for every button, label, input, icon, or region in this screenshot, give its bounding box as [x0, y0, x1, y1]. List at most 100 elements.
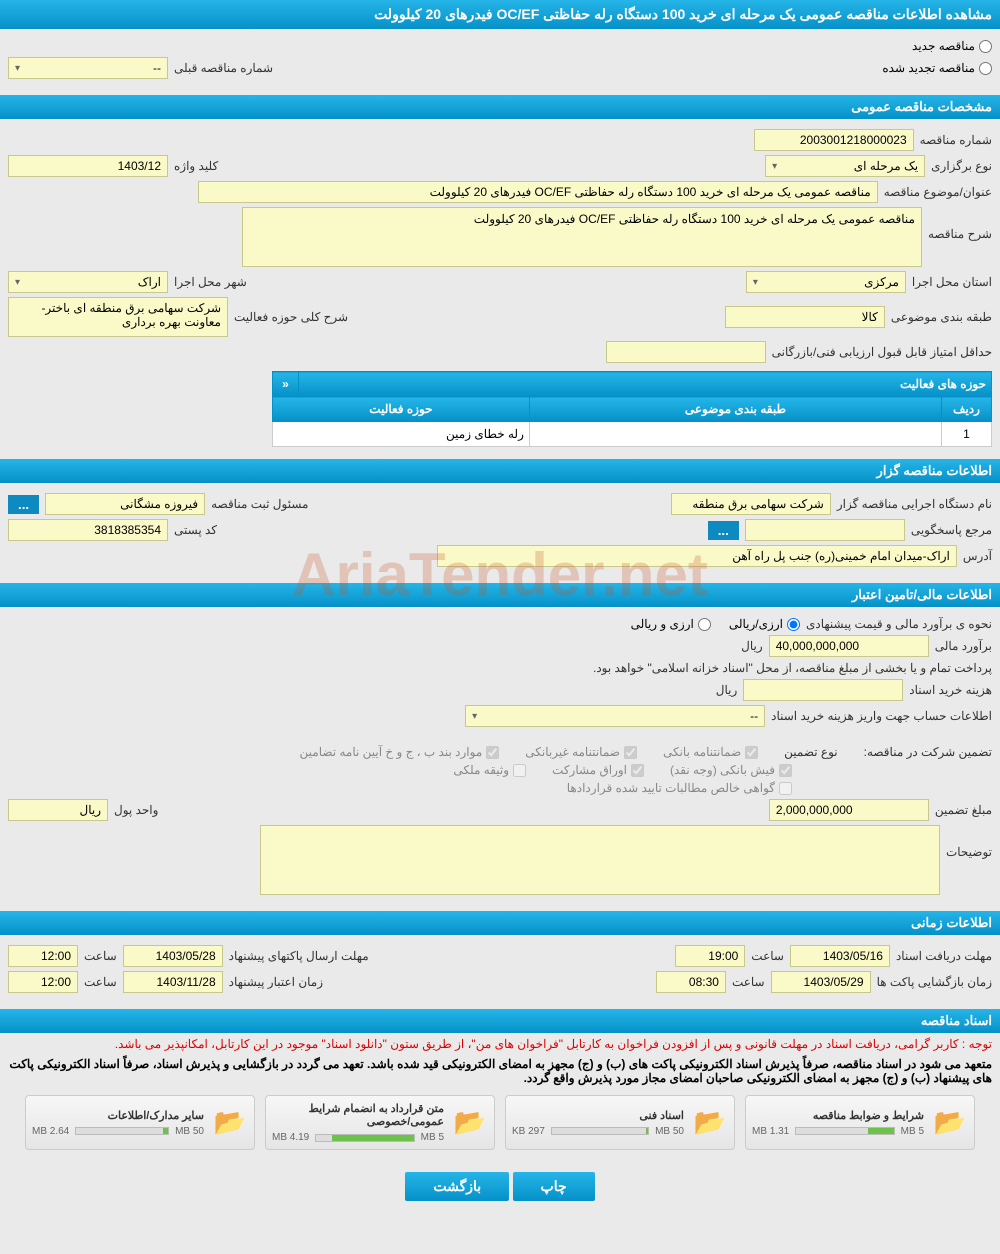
radio-rial[interactable]: ارزی/ریالی [729, 617, 800, 631]
doc-title: سایر مدارک/اطلاعات [32, 1109, 204, 1122]
org-field: شرکت سهامی برق منطقه [671, 493, 831, 515]
reg-more-button[interactable]: ... [8, 495, 39, 514]
amount-label: برآورد مالی [935, 639, 992, 653]
chevron-down-icon: ▾ [753, 277, 758, 288]
doc-card[interactable]: 📂اسناد فنی50 MB297 KB [505, 1095, 735, 1150]
resp-more-button[interactable]: ... [708, 521, 739, 540]
postal-label: کد پستی [174, 523, 217, 537]
chevron-down-icon: ▾ [15, 277, 20, 288]
key-field: 1403/12 [8, 155, 168, 177]
chk-bank-guarantee[interactable]: ضمانتنامه بانکی [663, 745, 758, 759]
est-label: نحوه ی برآورد مالی و قیمت پیشنهادی [806, 617, 992, 631]
amount-field: 40,000,000,000 [769, 635, 929, 657]
addr-label: آدرس [963, 549, 992, 563]
prev-number-label: شماره مناقصه قبلی [174, 61, 273, 75]
resp-label: مرجع پاسخگویی [911, 523, 992, 537]
doc-size: 2.64 MB [32, 1126, 69, 1137]
chk-nonbank-guarantee[interactable]: ضمانتنامه غیربانکی [525, 745, 637, 759]
time-label: ساعت [84, 949, 117, 963]
valid-label: زمان اعتبار پیشنهاد [229, 975, 323, 989]
acct-label: اطلاعات حساب جهت واریز هزینه خرید اسناد [771, 709, 992, 723]
desc-label: شرح مناقصه [928, 207, 992, 241]
print-button[interactable]: چاپ [513, 1172, 595, 1201]
page-title: مشاهده اطلاعات مناقصه عمومی یک مرحله ای … [0, 0, 1000, 29]
doc-cost-field [743, 679, 903, 701]
progress-fill [868, 1128, 893, 1134]
unit-label: واحد پول [114, 803, 158, 817]
type-select[interactable]: یک مرحله ای▾ [765, 155, 925, 177]
doc-title: متن قرارداد به انضمام شرایط عمومی/خصوصی [272, 1102, 444, 1128]
valid-date: 1403/11/28 [123, 971, 223, 993]
table-row: 1 رله خطای زمین [273, 422, 992, 447]
reg-label: مسئول ثبت مناقصه [211, 497, 308, 511]
doc-deadline-label: مهلت دریافت اسناد [896, 949, 992, 963]
doc-size: 1.31 MB [752, 1126, 789, 1137]
subject-label: عنوان/موضوع مناقصه [884, 185, 992, 199]
guar-amt-field: 2,000,000,000 [769, 799, 929, 821]
doc-cap: 5 MB [901, 1126, 924, 1137]
chk-regulation-items[interactable]: موارد بند ب ، ج و خ آیین نامه تضامین [300, 745, 500, 759]
doc-deadline-time: 19:00 [675, 945, 745, 967]
doc-cost-label: هزینه خرید اسناد [909, 683, 992, 697]
col-category: طبقه بندی موضوعی [529, 397, 941, 422]
doc-cap: 5 MB [421, 1132, 444, 1143]
guar-amt-label: مبلغ تضمین [935, 803, 992, 817]
chevron-down-icon: ▾ [15, 63, 20, 74]
doc-note-red: توجه : کاربر گرامی، دریافت اسناد در مهلت… [0, 1033, 1000, 1055]
resp-field [745, 519, 905, 541]
guar-type-label: نوع تضمین [784, 745, 837, 759]
radio-new-tender[interactable]: مناقصه جدید [912, 39, 992, 53]
folder-icon: 📂 [692, 1105, 728, 1141]
radio-new-label: مناقصه جدید [912, 39, 975, 53]
doc-card[interactable]: 📂سایر مدارک/اطلاعات50 MB2.64 MB [25, 1095, 255, 1150]
section-general: مشخصات مناقصه عمومی [0, 95, 1000, 119]
notes-field [260, 825, 940, 895]
progress-fill [646, 1128, 648, 1134]
subject-field: مناقصه عمومی یک مرحله ای خرید 100 دستگاه… [198, 181, 878, 203]
doc-size: 4.19 MB [272, 1132, 309, 1143]
col-row: ردیف [942, 397, 992, 422]
city-select[interactable]: اراک▾ [8, 271, 168, 293]
rial-label-2: ریال [716, 683, 738, 697]
back-button[interactable]: بازگشت [405, 1172, 509, 1201]
category-label: طبقه بندی موضوعی [891, 310, 992, 324]
time-label: ساعت [751, 949, 784, 963]
desc-field: مناقصه عمومی یک مرحله ای خرید 100 دستگاه… [242, 207, 922, 267]
radio-both[interactable]: ارزی و ریالی [631, 617, 711, 631]
chk-collateral[interactable]: وثیقه ملکی [453, 763, 526, 777]
section-timing: اطلاعات زمانی [0, 911, 1000, 935]
key-label: کلید واژه [174, 159, 218, 173]
tender-no-label: شماره مناقصه [920, 133, 992, 147]
open-date: 1403/05/29 [771, 971, 871, 993]
doc-cap: 50 MB [655, 1126, 684, 1137]
col-activity: حوزه فعالیت [273, 397, 530, 422]
chk-cash[interactable]: فیش بانکی (وجه نقد) [670, 763, 792, 777]
section-organizer: اطلاعات مناقصه گزار [0, 459, 1000, 483]
addr-field: اراک-میدان امام خمینی(ره) جنب پل راه آهن [437, 545, 957, 567]
table-corner[interactable]: « [273, 372, 299, 397]
open-time: 08:30 [656, 971, 726, 993]
min-score-label: حداقل امتیاز قابل قبول ارزیابی فنی/بازرگ… [772, 345, 992, 359]
bid-deadline-label: مهلت ارسال پاکتهای پیشنهاد [229, 949, 369, 963]
doc-card[interactable]: 📂متن قرارداد به انضمام شرایط عمومی/خصوصی… [265, 1095, 495, 1150]
acct-select[interactable]: --▾ [465, 705, 765, 727]
activity-table: حوزه های فعالیت « ردیف طبقه بندی موضوعی … [272, 371, 992, 447]
progress-track [795, 1127, 894, 1135]
valid-time: 12:00 [8, 971, 78, 993]
doc-card[interactable]: 📂شرایط و ضوابط مناقصه5 MB1.31 MB [745, 1095, 975, 1150]
bid-deadline-date: 1403/05/28 [123, 945, 223, 967]
radio-renew-label: مناقصه تجدید شده [882, 61, 975, 75]
chevron-down-icon: ▾ [772, 161, 777, 172]
chk-bonds[interactable]: اوراق مشارکت [552, 763, 644, 777]
activity-table-title: حوزه های فعالیت [299, 372, 992, 397]
progress-fill [332, 1135, 414, 1141]
progress-track [315, 1134, 414, 1142]
prev-number-select[interactable]: --▾ [8, 57, 168, 79]
province-select[interactable]: مرکزی▾ [746, 271, 906, 293]
time-label: ساعت [84, 975, 117, 989]
chevron-down-icon: ▾ [472, 711, 477, 722]
tender-no-field: 2003001218000023 [754, 129, 914, 151]
radio-renew-tender[interactable]: مناقصه تجدید شده [882, 61, 992, 75]
chk-receivables-cert[interactable]: گواهی خالص مطالبات تایید شده قراردادها [567, 781, 792, 795]
notes-label: توضیحات [946, 825, 992, 859]
